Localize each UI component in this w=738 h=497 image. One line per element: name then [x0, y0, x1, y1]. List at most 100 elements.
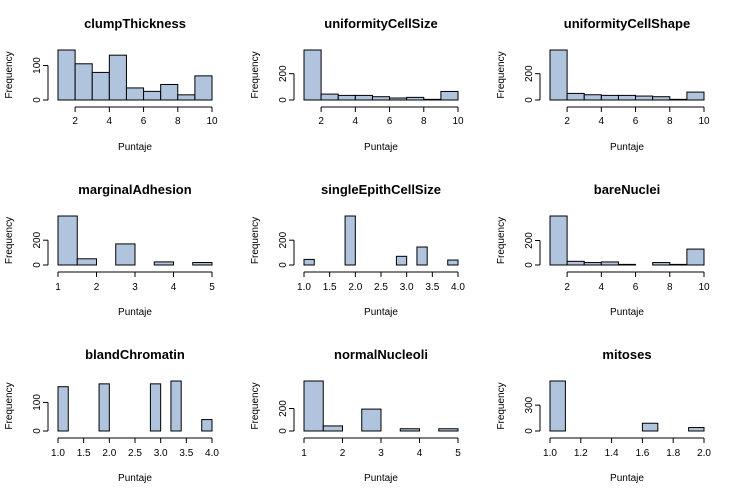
hist-5-bar: [448, 260, 458, 265]
hist-8-bar: [439, 429, 458, 431]
hist-1-title: clumpThickness: [84, 16, 186, 31]
hist-1-y-label: Frequency: [4, 51, 15, 98]
hist-5-x-tick-label: 1.0: [297, 282, 311, 293]
hist-2-bar: [441, 91, 458, 100]
hist-8-x-tick-label: 5: [455, 448, 461, 459]
hist-4-bar: [58, 216, 77, 265]
hist-6-bar: [670, 264, 687, 265]
hist-7-bar: [150, 384, 160, 431]
hist-4-bar: [116, 244, 135, 265]
hist-1-bar: [75, 64, 92, 100]
hist-9-y-tick-label: 0: [524, 428, 535, 434]
hist-2-x-tick-label: 8: [421, 116, 427, 127]
hist-9-bar: [689, 428, 704, 431]
hist-7-x-tick-label: 1.5: [77, 448, 91, 459]
hist-6-bar: [618, 264, 635, 265]
hist-4-y-label: Frequency: [4, 217, 15, 264]
hist-3-x-tick-label: 2: [564, 116, 570, 127]
hist-5-x-tick-label: 2.0: [348, 282, 362, 293]
hist-7-x-tick-label: 1.0: [51, 448, 65, 459]
hist-1-bar: [58, 50, 75, 100]
hist-2-bar: [424, 99, 441, 100]
hist-8-bar: [362, 409, 381, 431]
hist-6-y-tick-label: 200: [524, 232, 535, 249]
hist-1-y-tick-label: 100: [32, 57, 43, 74]
hist-4-y-tick-label: 0: [32, 262, 43, 268]
hist-9-x-tick-label: 1.8: [666, 448, 680, 459]
hist-1-bar: [144, 91, 161, 100]
hist-9-x-tick-label: 1.0: [543, 448, 557, 459]
hist-4-x-label: Puntaje: [118, 307, 152, 318]
hist-4-bar: [77, 259, 96, 265]
hist-4-x-tick-label: 2: [94, 282, 100, 293]
hist-7-bar: [202, 420, 212, 431]
hist-6-x-tick-label: 6: [633, 282, 639, 293]
hist-7-y-tick-label: 0: [32, 428, 43, 434]
hist-9-x-tick-label: 1.4: [605, 448, 619, 459]
hist-2-bar: [390, 98, 407, 100]
hist-5-y-tick-label: 200: [278, 231, 289, 248]
hist-7-bar: [171, 381, 181, 431]
hist-8-bar: [304, 381, 323, 431]
hist-6-x-label: Puntaje: [610, 307, 644, 318]
hist-5-x-tick-label: 3.0: [400, 282, 414, 293]
hist-7-x-tick-label: 3.5: [179, 448, 193, 459]
hist-3-x-tick-label: 8: [667, 116, 673, 127]
hist-1-bar: [92, 72, 109, 100]
hist-7-x-tick-label: 4.0: [205, 448, 219, 459]
hist-2-bar: [372, 97, 389, 100]
hist-3-x-tick-label: 4: [599, 116, 605, 127]
hist-5-title: singleEpithCellSize: [321, 182, 441, 197]
hist-7-x-tick-label: 3.0: [154, 448, 168, 459]
hist-9-x-label: Puntaje: [610, 473, 644, 484]
hist-3-y-tick-label: 0: [524, 97, 535, 103]
hist-7-bar: [58, 387, 68, 431]
hist-3-bar: [636, 96, 653, 100]
hist-6-x-tick-label: 10: [698, 282, 710, 293]
hist-1-x-tick-label: 8: [175, 116, 181, 127]
hist-6-bar: [567, 261, 584, 265]
hist-1-bar: [178, 95, 195, 100]
hist-4-bar: [154, 262, 173, 265]
hist-3-y-tick-label: 200: [524, 65, 535, 82]
hist-4-title: marginalAdhesion: [78, 182, 191, 197]
hist-3-title: uniformityCellShape: [564, 16, 690, 31]
hist-7-x-tick-label: 2.0: [102, 448, 116, 459]
hist-5-x-tick-label: 3.5: [425, 282, 439, 293]
hist-4-x-tick-label: 4: [171, 282, 177, 293]
hist-2-y-label: Frequency: [250, 51, 261, 98]
hist-4-y-tick-label: 200: [32, 231, 43, 248]
hist-3-bar: [584, 95, 601, 100]
hist-9-x-tick-label: 2.0: [697, 448, 711, 459]
hist-4-bar: [193, 263, 212, 265]
hist-8-bar: [323, 426, 342, 431]
hist-2-bar: [355, 95, 372, 100]
hist-5-x-tick-label: 1.5: [323, 282, 337, 293]
hist-2-title: uniformityCellSize: [324, 16, 437, 31]
hist-9-title: mitoses: [602, 347, 651, 362]
hist-7-y-label: Frequency: [4, 382, 15, 429]
hist-3-x-label: Puntaje: [610, 142, 644, 153]
hist-5-bar: [304, 259, 314, 265]
hist-1-x-tick-label: 4: [107, 116, 113, 127]
hist-8-y-tick-label: 200: [278, 400, 289, 417]
hist-9-x-tick-label: 1.2: [574, 448, 588, 459]
hist-3-bar: [601, 95, 618, 100]
hist-3-y-label: Frequency: [496, 51, 507, 98]
hist-1-bar: [195, 76, 212, 100]
hist-2-bar: [321, 94, 338, 100]
hist-3-bar: [653, 97, 670, 100]
hist-6-bar: [687, 249, 704, 265]
hist-1-x-label: Puntaje: [118, 142, 152, 153]
hist-3-x-tick-label: 10: [698, 116, 710, 127]
hist-5-y-tick-label: 0: [278, 262, 289, 268]
hist-4-x-tick-label: 5: [209, 282, 215, 293]
hist-2-bar: [338, 95, 355, 100]
hist-8-title: normalNucleoli: [334, 347, 428, 362]
hist-1-y-tick-label: 0: [32, 97, 43, 103]
hist-5-bar: [417, 247, 427, 265]
hist-9-y-label: Frequency: [496, 382, 507, 429]
hist-5-x-label: Puntaje: [364, 307, 398, 318]
hist-2-x-tick-label: 4: [353, 116, 359, 127]
hist-2-bar: [407, 97, 424, 100]
